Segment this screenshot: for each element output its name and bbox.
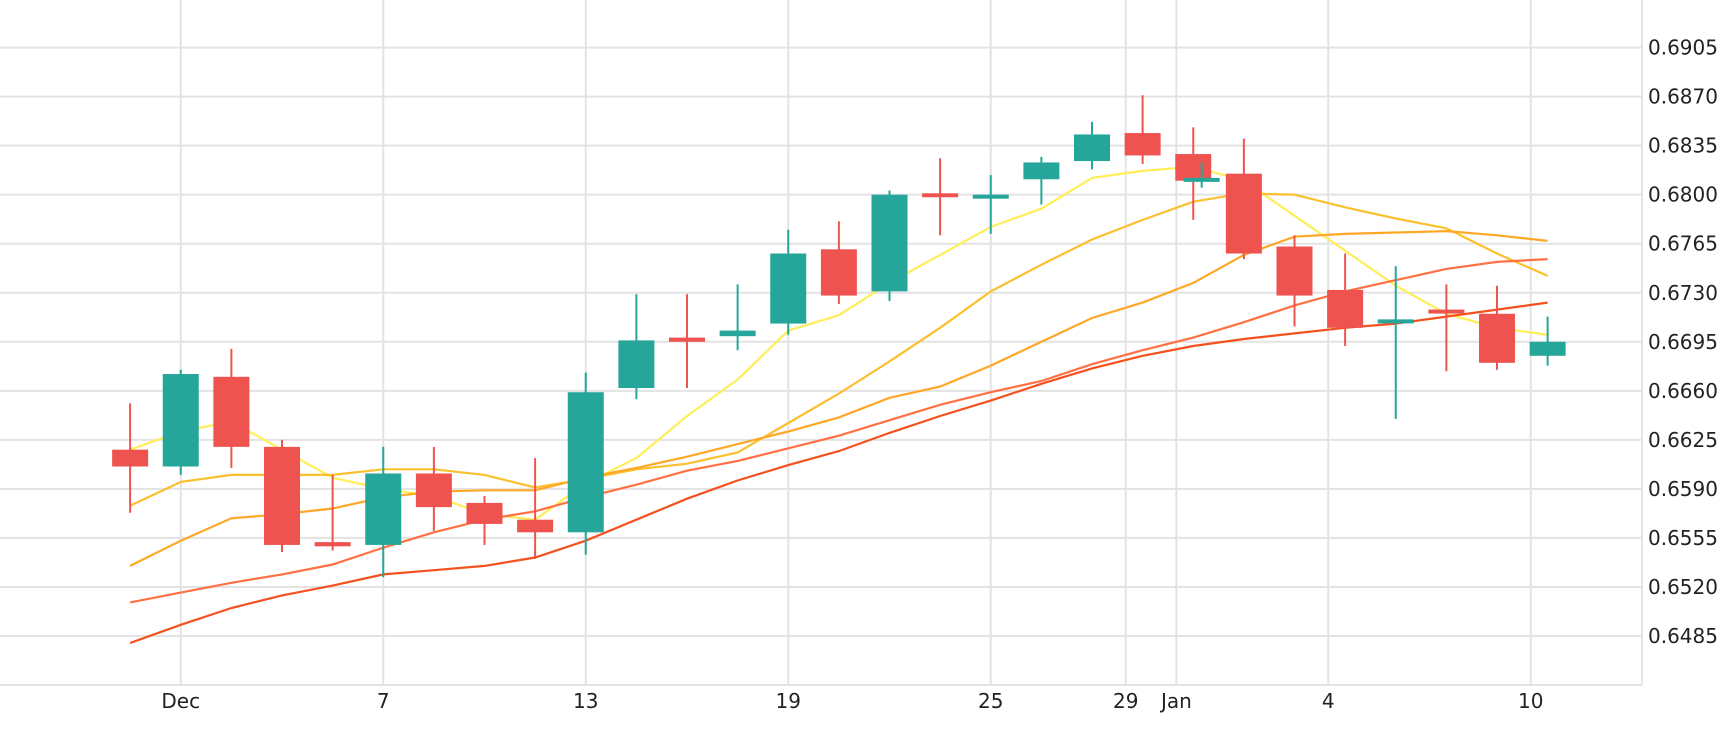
candle-body (213, 376, 250, 447)
candle-body (1225, 173, 1262, 254)
candle-body (1124, 133, 1161, 156)
x-tick-label: 4 (1322, 689, 1335, 713)
candle (1175, 127, 1212, 220)
candle-body (972, 194, 1009, 199)
candle-body (1183, 177, 1220, 182)
y-axis-labels: 0.6485 0.6520 0.6555 0.6590 0.6625 0.6660 0.66… (1648, 36, 1718, 648)
y-tick-label: 0.6660 (1648, 379, 1718, 403)
candle (365, 446, 402, 578)
candle-body (618, 340, 655, 389)
candle (1276, 235, 1313, 327)
candle-body (719, 330, 756, 337)
candle-body (517, 519, 554, 533)
candle (567, 372, 604, 555)
candles (112, 95, 1566, 578)
candle-body (1074, 134, 1110, 162)
candle (1377, 266, 1414, 419)
candle-body (1377, 319, 1414, 324)
candle-body (669, 337, 705, 342)
candle-body (314, 542, 351, 547)
candle-body (264, 446, 300, 545)
candle (314, 474, 351, 551)
candle (1327, 253, 1364, 346)
y-tick-label: 0.6765 (1648, 232, 1718, 256)
candle (1183, 162, 1220, 188)
candle (1479, 285, 1515, 370)
candle-body (770, 253, 807, 324)
x-tick-label: 25 (978, 689, 1003, 713)
candle (871, 190, 908, 302)
x-tick-label: 7 (377, 689, 390, 713)
y-tick-label: 0.6555 (1648, 526, 1718, 550)
candle (1428, 284, 1465, 372)
candle-body (1276, 246, 1313, 296)
candle-body (1327, 289, 1364, 328)
x-tick-label: 13 (573, 689, 598, 713)
y-tick-label: 0.6800 (1648, 183, 1718, 207)
candle (466, 495, 503, 545)
candle (719, 284, 756, 351)
candle-body (1479, 313, 1515, 363)
candle (264, 439, 300, 552)
y-tick-label: 0.6730 (1648, 281, 1718, 305)
y-tick-label: 0.6695 (1648, 330, 1718, 354)
y-tick-label: 0.6520 (1648, 575, 1718, 599)
x-tick-label: Dec (161, 689, 200, 713)
candle-body (1023, 162, 1060, 180)
y-tick-label: 0.6870 (1648, 85, 1718, 109)
y-tick-label: 0.6905 (1648, 36, 1718, 60)
candle (213, 348, 250, 468)
x-tick-label: 10 (1518, 689, 1543, 713)
candle (415, 446, 452, 531)
moving-average-line (129, 192, 1549, 507)
candle (770, 229, 807, 335)
candle-body (871, 194, 908, 292)
candle-body (1175, 154, 1212, 181)
candle-body (466, 502, 503, 524)
x-tick-label: 29 (1113, 689, 1138, 713)
candle (162, 369, 199, 475)
y-tick-label: 0.6625 (1648, 428, 1718, 452)
candle (112, 403, 149, 513)
candle-body (162, 374, 199, 467)
candle-body (922, 193, 959, 198)
y-tick-label: 0.6835 (1648, 134, 1718, 158)
y-tick-label: 0.6590 (1648, 477, 1718, 501)
candle-body (365, 473, 402, 545)
x-tick-label: Jan (1159, 689, 1192, 713)
moving-average-line (129, 301, 1548, 645)
candle (1023, 156, 1060, 205)
candle (1124, 95, 1161, 164)
candle (922, 158, 959, 236)
candle-body (1428, 309, 1465, 314)
candle (1225, 138, 1262, 260)
candle (1529, 316, 1566, 366)
moving-average-line (129, 258, 1548, 604)
candle (669, 294, 705, 389)
moving-average-line (129, 165, 1548, 521)
candle-body (112, 449, 149, 467)
candle-body (567, 392, 604, 533)
candle (1074, 121, 1110, 170)
candle-body (820, 249, 857, 296)
x-tick-label: 19 (776, 689, 801, 713)
candle (517, 458, 554, 559)
candle-body (415, 473, 452, 508)
candle-body (1529, 341, 1566, 356)
candle (618, 294, 655, 400)
y-tick-label: 0.6485 (1648, 624, 1718, 648)
candle (820, 221, 857, 304)
x-axis-labels: Dec 7 13 19 25 29 Jan 4 10 (161, 689, 1543, 713)
candle (972, 175, 1009, 234)
